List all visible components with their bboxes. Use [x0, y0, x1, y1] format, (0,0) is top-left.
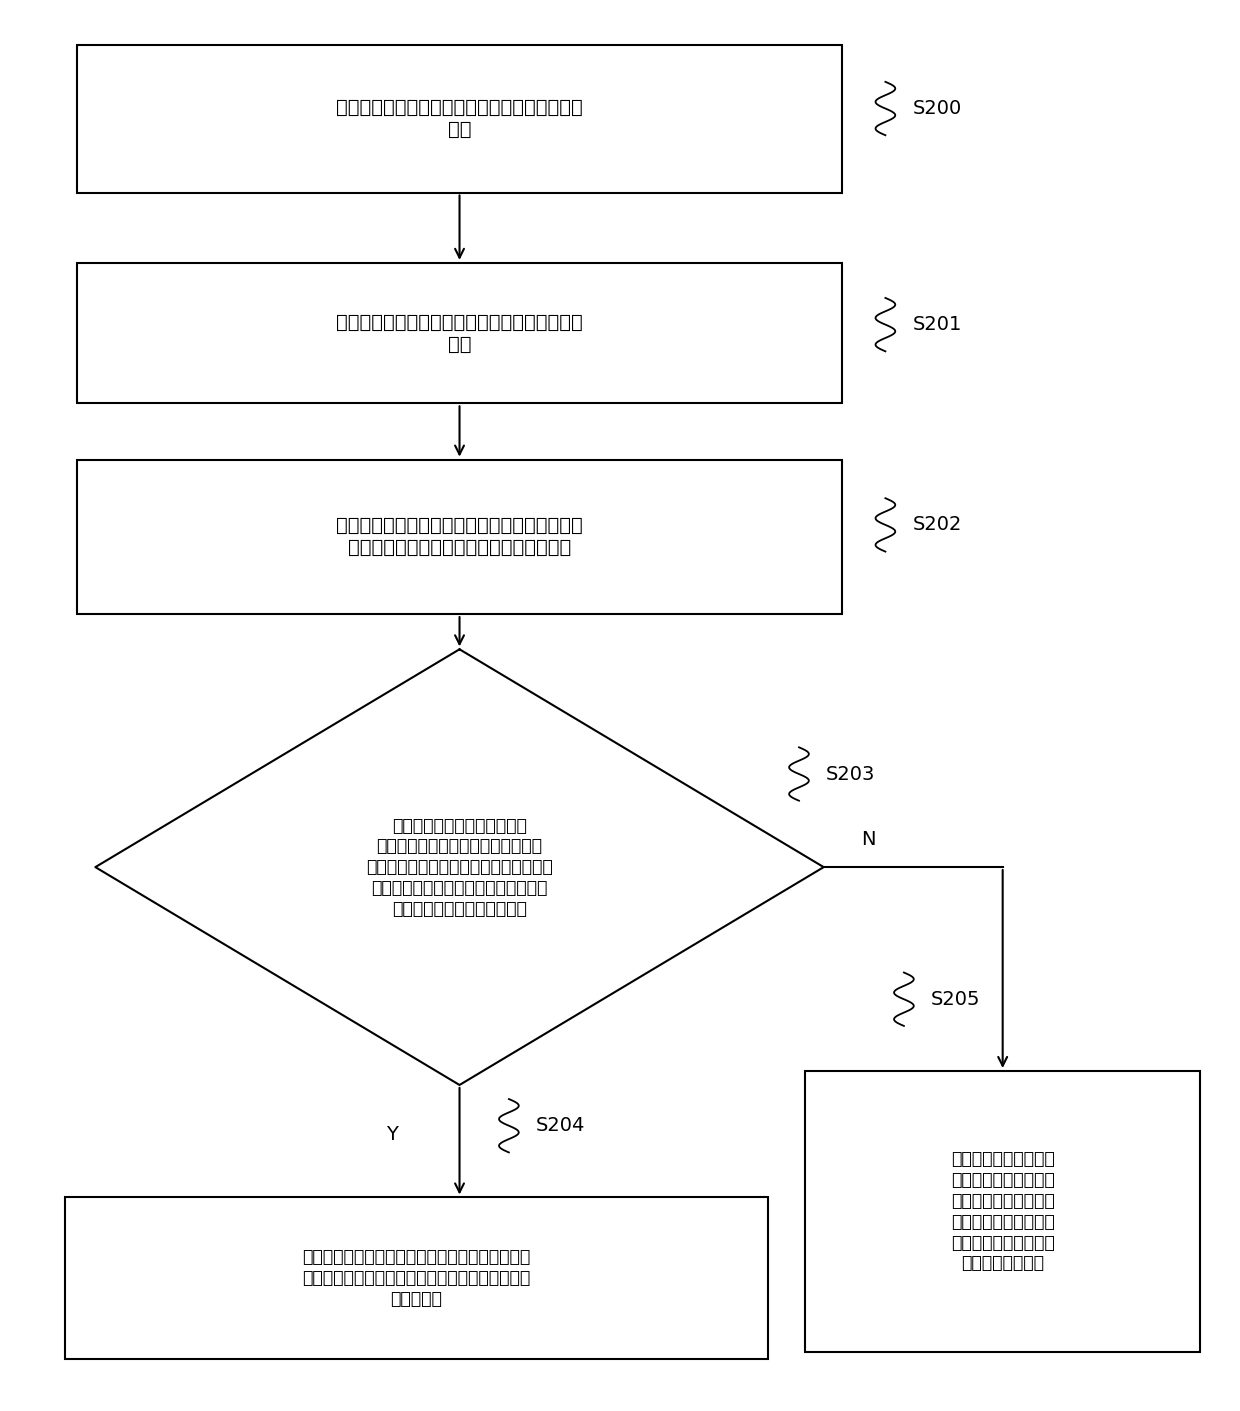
Bar: [77, 45, 842, 192]
Text: Y: Y: [386, 1125, 398, 1144]
Bar: [77, 460, 842, 614]
Text: S201: S201: [913, 315, 962, 334]
Text: 根据所述数据节点内已运行应
用程序的功率限值、所述数据节点的
实测功率、以及所述数据节点的功率范围
值，确定所述数据节点是否满足所述待
启动应用程序的功率限值要: 根据所述数据节点内已运行应 用程序的功率限值、所述数据节点的 实测功率、以及所述…: [366, 817, 553, 917]
Text: N: N: [861, 830, 875, 848]
Text: S205: S205: [931, 989, 981, 1009]
Text: S202: S202: [913, 515, 962, 535]
Text: 当确定不满足功率限值
要求时，减少分配给其
他已运行应用程序的资
源，或将所述待启动应
用程序调度至其他数据
节点进行资源申请: 当确定不满足功率限值 要求时，减少分配给其 他已运行应用程序的资 源，或将所述待…: [951, 1150, 1054, 1273]
Bar: [64, 1198, 768, 1359]
Text: S204: S204: [536, 1116, 585, 1136]
Bar: [77, 262, 842, 404]
Text: 根据所述待分配资源基于设定函数确定所述待启
动应用程序的功率限值，作为所述消耗功率: 根据所述待分配资源基于设定函数确定所述待启 动应用程序的功率限值，作为所述消耗功…: [336, 516, 583, 557]
Text: 根据所述待启动应用程序的属性信息预测待分配
资源: 根据所述待启动应用程序的属性信息预测待分配 资源: [336, 313, 583, 354]
Text: S200: S200: [913, 99, 962, 119]
Text: 接收待启动应用程序向所述数据节点发起的资源
申请: 接收待启动应用程序向所述数据节点发起的资源 申请: [336, 99, 583, 140]
Text: S203: S203: [826, 765, 875, 783]
Text: 当确定满足功率限值要求时，根据所述待启动应用
程序的功率限值基于放大策略为所述待启动应用程
序分配资源: 当确定满足功率限值要求时，根据所述待启动应用 程序的功率限值基于放大策略为所述待…: [303, 1249, 531, 1308]
Bar: [805, 1071, 1200, 1352]
